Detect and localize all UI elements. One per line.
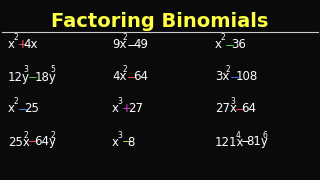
Text: 2: 2 [13,98,18,107]
Text: 8: 8 [128,136,135,148]
Text: −: − [127,71,137,84]
Text: 4x: 4x [112,71,126,84]
Text: −: − [28,136,38,148]
Text: 2: 2 [226,66,230,75]
Text: 3: 3 [117,98,122,107]
Text: 121x: 121x [215,136,244,148]
Text: 25: 25 [24,102,39,116]
Text: 5: 5 [50,66,55,75]
Text: 27x: 27x [215,102,237,116]
Text: −: − [28,71,38,84]
Text: 18y: 18y [34,71,56,84]
Text: x: x [112,102,119,116]
Text: 25x: 25x [8,136,30,148]
Text: −: − [241,136,250,148]
Text: −: − [122,136,132,148]
Text: 2: 2 [50,130,55,140]
Text: 3x: 3x [215,71,229,84]
Text: 64y: 64y [34,136,56,148]
Text: 64: 64 [133,71,148,84]
Text: 9x: 9x [112,39,126,51]
Text: x: x [8,39,15,51]
Text: −: − [18,102,28,116]
Text: x: x [112,136,119,148]
Text: 27: 27 [128,102,143,116]
Text: 3: 3 [24,66,29,75]
Text: 2: 2 [220,33,225,42]
Text: 2: 2 [24,130,28,140]
Text: 6: 6 [262,130,267,140]
Text: 4x: 4x [24,39,38,51]
Text: 108: 108 [236,71,258,84]
Text: −: − [235,102,245,116]
Text: Factoring Binomials: Factoring Binomials [51,12,269,31]
Text: +: + [18,39,28,51]
Text: x: x [215,39,222,51]
Text: 49: 49 [133,39,148,51]
Text: 2: 2 [123,66,127,75]
Text: 64: 64 [241,102,256,116]
Text: −: − [230,71,240,84]
Text: 81y: 81y [246,136,268,148]
Text: −: − [127,39,137,51]
Text: 3: 3 [231,98,236,107]
Text: +: + [122,102,132,116]
Text: −: − [225,39,235,51]
Text: 3: 3 [117,130,122,140]
Text: 12y: 12y [8,71,30,84]
Text: 4: 4 [236,130,241,140]
Text: 36: 36 [231,39,245,51]
Text: 2: 2 [123,33,127,42]
Text: x: x [8,102,15,116]
Text: 2: 2 [13,33,18,42]
